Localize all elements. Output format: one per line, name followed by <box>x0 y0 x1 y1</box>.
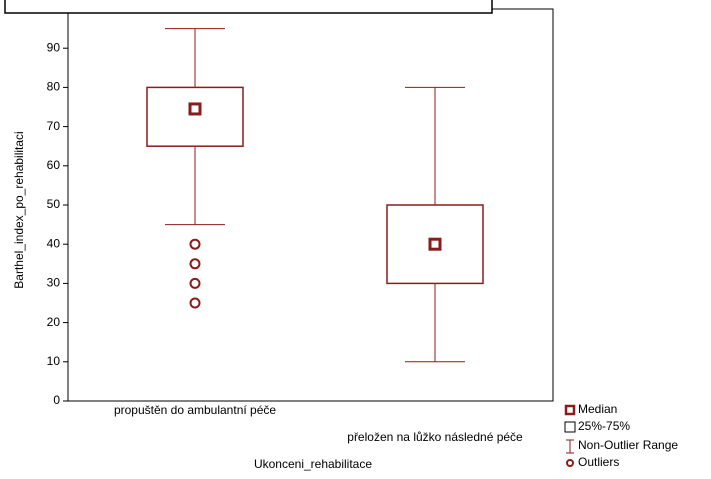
y-tick-label: 10 <box>47 354 61 368</box>
legend-whisker-icon <box>566 439 574 454</box>
y-tick-label: 30 <box>47 276 61 290</box>
x-axis-label: Ukonceni_rehabilitace <box>254 457 372 471</box>
median <box>188 102 202 116</box>
x-tick-label: přeložen na lůžko následné péče <box>347 430 523 444</box>
outlier <box>189 277 201 289</box>
legend-label: Median <box>578 402 617 416</box>
legend-median-icon <box>564 404 576 416</box>
y-tick-label: 20 <box>47 315 61 329</box>
y-tick-label: 90 <box>47 40 61 54</box>
y-tick-label: 40 <box>47 236 61 250</box>
legend-outlier-icon <box>566 459 574 467</box>
y-axis-label: Barthel_index_po_rehabilitaci <box>12 131 26 288</box>
x-tick-label: propuštěn do ambulantní péče <box>114 403 276 417</box>
y-tick-label: 80 <box>47 80 61 94</box>
legend-box-icon <box>564 421 576 433</box>
legend-label: Outliers <box>578 455 619 469</box>
outlier <box>189 238 201 250</box>
box <box>386 204 484 285</box>
legend: Median 25%-75% Non-Outlier Range Outlier… <box>564 402 678 469</box>
legend-label: Non-Outlier Range <box>578 438 678 452</box>
median <box>428 237 442 251</box>
box <box>146 86 244 147</box>
plot-area: 0102030405060708090100propuštěn do ambul… <box>40 1 523 444</box>
legend-label: 25%-75% <box>578 419 630 433</box>
y-tick-label: 0 <box>53 393 60 407</box>
y-tick-label: 70 <box>47 119 61 133</box>
title-box <box>4 0 493 14</box>
outlier <box>189 258 201 270</box>
y-tick-label: 60 <box>47 158 61 172</box>
y-tick-label: 50 <box>47 197 61 211</box>
outlier <box>189 297 201 309</box>
